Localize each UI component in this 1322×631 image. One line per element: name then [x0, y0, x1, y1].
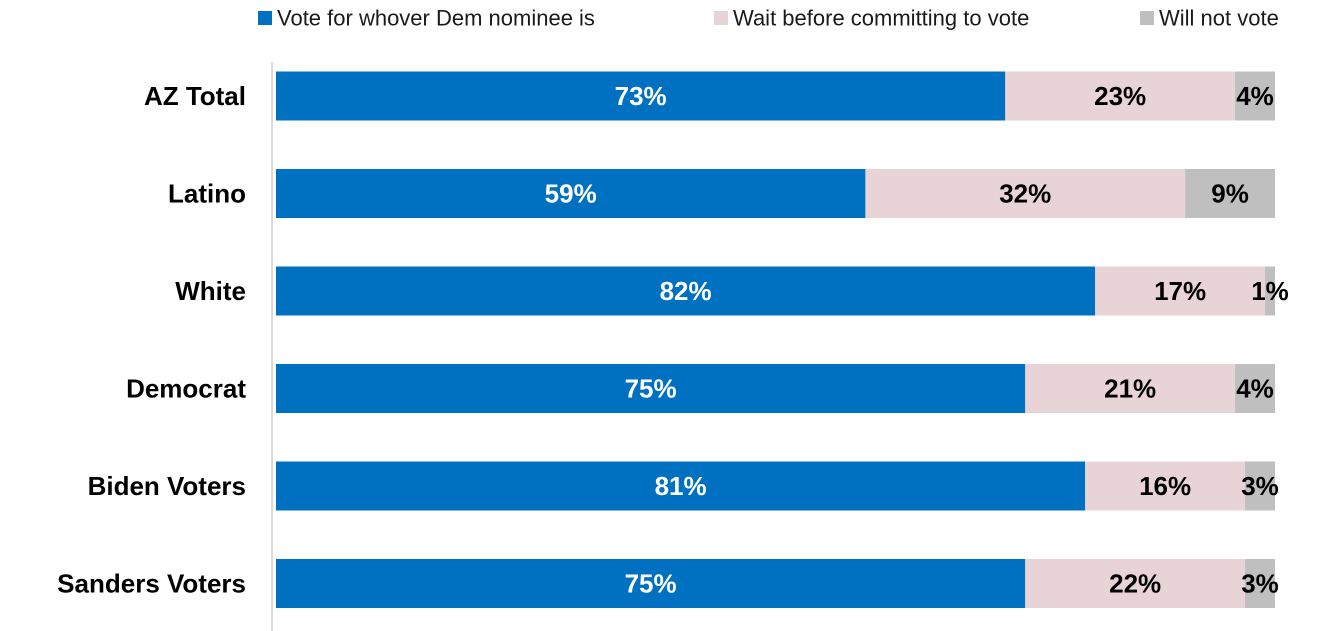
- bar-sanders-voters-series-1: [276, 559, 1026, 608]
- bar-latino-series-2: [865, 169, 1186, 218]
- data-label-az-total-series-2: 23%: [1094, 81, 1146, 111]
- data-label-latino-series-2: 32%: [999, 179, 1051, 209]
- data-label-latino-series-3: 9%: [1211, 179, 1249, 209]
- bar-democrat-series-3: [1235, 364, 1275, 413]
- data-label-democrat-series-2: 21%: [1104, 374, 1156, 404]
- data-label-az-total-series-3: 4%: [1236, 81, 1274, 111]
- category-label-biden-voters: Biden Voters: [88, 471, 246, 501]
- bars: [276, 71, 1275, 608]
- bar-biden-voters-series-2: [1085, 461, 1246, 511]
- bar-latino-series-3: [1185, 169, 1275, 218]
- bar-labels: 73% 23% 4% 59% 32% 9% 82% 17% 1% 75% 21% 4% 81% 16% 3%…: [545, 81, 1289, 599]
- data-label-white-series-1: 82%: [660, 276, 712, 306]
- data-label-biden-voters-series-3: 3%: [1241, 471, 1279, 501]
- bar-az-total-series-1: [276, 71, 1006, 121]
- legend: Vote for whover Dem nominee is Wait befor…: [258, 6, 1279, 31]
- category-label-sanders-voters: Sanders Voters: [57, 569, 246, 599]
- data-label-white-series-2: 17%: [1154, 276, 1206, 306]
- category-label-latino: Latino: [168, 179, 246, 209]
- bar-sanders-voters-series-2: [1025, 559, 1246, 608]
- bar-white-series-3: [1265, 266, 1275, 316]
- category-label-white: White: [175, 276, 246, 306]
- category-label-az-total: AZ Total: [144, 81, 246, 111]
- bar-white-series-1: [276, 266, 1096, 316]
- bar-democrat-series-2: [1025, 364, 1236, 413]
- legend-swatch-2: [714, 11, 728, 25]
- category-labels: AZ Total Latino White Democrat Biden Voters S…: [57, 81, 246, 599]
- bar-white-series-2: [1095, 266, 1266, 316]
- bar-latino-series-1: [276, 169, 866, 218]
- legend-label-1: Vote for whover Dem nominee is: [277, 6, 595, 31]
- legend-label-3: Will not vote: [1159, 6, 1279, 31]
- legend-swatch-1: [258, 11, 272, 25]
- data-label-democrat-series-1: 75%: [625, 374, 677, 404]
- bar-az-total-series-3: [1235, 71, 1275, 121]
- data-label-white-series-3: 1%: [1251, 276, 1289, 306]
- data-label-latino-series-1: 59%: [545, 179, 597, 209]
- data-label-sanders-voters-series-3: 3%: [1241, 569, 1279, 599]
- data-label-biden-voters-series-2: 16%: [1139, 471, 1191, 501]
- legend-swatch-3: [1140, 11, 1154, 25]
- legend-label-2: Wait before committing to vote: [733, 6, 1029, 31]
- data-label-democrat-series-3: 4%: [1236, 374, 1274, 404]
- data-label-sanders-voters-series-2: 22%: [1109, 569, 1161, 599]
- data-label-biden-voters-series-1: 81%: [655, 471, 707, 501]
- data-label-sanders-voters-series-1: 75%: [625, 569, 677, 599]
- bar-biden-voters-series-1: [276, 461, 1086, 511]
- bar-sanders-voters-series-3: [1245, 559, 1275, 608]
- bar-az-total-series-2: [1005, 71, 1236, 121]
- data-label-az-total-series-1: 73%: [615, 81, 667, 111]
- bar-democrat-series-1: [276, 364, 1026, 413]
- category-label-democrat: Democrat: [126, 374, 246, 404]
- bar-biden-voters-series-3: [1245, 461, 1275, 511]
